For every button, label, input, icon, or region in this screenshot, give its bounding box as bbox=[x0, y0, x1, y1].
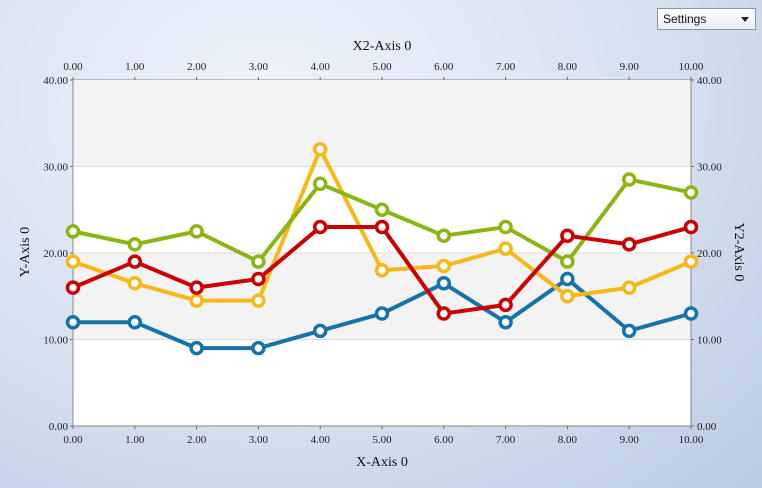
settings-dropdown[interactable]: Settings bbox=[657, 8, 756, 30]
y2-tick-label: 30.00 bbox=[697, 162, 722, 174]
series-1-point bbox=[436, 258, 452, 274]
series-0-point bbox=[312, 323, 328, 339]
series-3-point bbox=[621, 237, 637, 252]
x2-tick-label: 2.00 bbox=[187, 61, 207, 73]
x-tick-label: 0.00 bbox=[63, 434, 83, 446]
series-0-point bbox=[560, 271, 575, 287]
series-3-point bbox=[374, 219, 390, 235]
y2-tick-label: 20.00 bbox=[697, 248, 722, 260]
series-1-point bbox=[189, 293, 204, 308]
y-tick-label: 20.00 bbox=[43, 248, 68, 260]
series-2-point bbox=[498, 219, 513, 235]
series-3-point bbox=[312, 219, 328, 235]
series-3-point bbox=[189, 280, 204, 295]
x-axis-title: X-Axis 0 bbox=[356, 455, 408, 470]
series-0-point bbox=[127, 314, 143, 330]
x-tick-label: 1.00 bbox=[125, 434, 145, 446]
series-0-point bbox=[498, 314, 513, 330]
x2-tick-label: 6.00 bbox=[434, 61, 454, 73]
y-tick-label: 10.00 bbox=[43, 335, 68, 347]
x-tick-label: 2.00 bbox=[187, 434, 207, 446]
series-2-point bbox=[683, 185, 699, 200]
series-3-point bbox=[436, 306, 452, 321]
series-1-point bbox=[621, 280, 637, 295]
settings-label: Settings bbox=[663, 12, 707, 26]
y2-tick-label: 10.00 bbox=[697, 335, 722, 347]
x2-tick-label: 4.00 bbox=[311, 61, 331, 73]
series-3-point bbox=[251, 271, 266, 287]
series-0-point bbox=[65, 314, 81, 330]
series-1-point bbox=[65, 254, 81, 269]
series-2-point bbox=[436, 228, 452, 243]
series-2-point bbox=[621, 172, 637, 187]
series-1-point bbox=[683, 254, 699, 269]
series-3-point bbox=[127, 254, 143, 269]
series-0-point bbox=[436, 276, 452, 291]
series-1-point bbox=[498, 241, 513, 256]
chevron-down-icon bbox=[741, 17, 749, 22]
series-3-point bbox=[560, 228, 575, 243]
series-points bbox=[65, 141, 699, 356]
y-axis-title: Y-Axis 0 bbox=[18, 227, 33, 277]
x-tick-label: 3.00 bbox=[249, 434, 269, 446]
y2-tick-label: 0.00 bbox=[697, 421, 717, 433]
y-tick-label: 40.00 bbox=[43, 75, 68, 87]
x2-tick-label: 5.00 bbox=[372, 61, 392, 73]
x2-axis-title: X2-Axis 0 bbox=[353, 39, 412, 54]
series-0-point bbox=[374, 306, 390, 321]
series-2-point bbox=[127, 237, 143, 252]
series-2-point bbox=[560, 254, 575, 269]
series-3-point bbox=[498, 297, 513, 313]
x-tick-label: 8.00 bbox=[558, 434, 578, 446]
series-1-point bbox=[560, 289, 575, 304]
series-0-point bbox=[683, 306, 699, 321]
x-tick-label: 9.00 bbox=[620, 434, 640, 446]
series-1-point bbox=[374, 263, 390, 278]
x-tick-label: 7.00 bbox=[496, 434, 516, 446]
series-0-point bbox=[621, 323, 637, 339]
x2-tick-label: 10.00 bbox=[679, 61, 704, 73]
plot-band-1 bbox=[73, 80, 691, 167]
series-1-point bbox=[251, 293, 266, 308]
series-3-point bbox=[65, 280, 81, 295]
series-2-point bbox=[374, 202, 390, 217]
series-2-point bbox=[189, 224, 204, 239]
y-tick-label: 30.00 bbox=[43, 162, 68, 174]
series-2-point bbox=[312, 176, 328, 192]
x-tick-label: 5.00 bbox=[372, 434, 392, 446]
x2-tick-label: 1.00 bbox=[125, 61, 145, 73]
series-0-point bbox=[251, 340, 266, 356]
x2-tick-label: 3.00 bbox=[249, 61, 269, 73]
series-1-point bbox=[127, 276, 143, 291]
series-2-point bbox=[251, 254, 266, 269]
series-1-point bbox=[312, 141, 328, 157]
x-tick-label: 4.00 bbox=[311, 434, 331, 446]
x2-tick-label: 7.00 bbox=[496, 61, 516, 73]
y-tick-label: 0.00 bbox=[49, 421, 69, 433]
series-3-point bbox=[683, 219, 699, 235]
x-tick-label: 10.00 bbox=[679, 434, 704, 446]
x2-tick-label: 8.00 bbox=[558, 61, 578, 73]
x2-tick-label: 0.00 bbox=[63, 61, 83, 73]
series-0-point bbox=[189, 340, 204, 356]
y2-axis-title: Y2-Axis 0 bbox=[731, 223, 746, 282]
x2-tick-label: 9.00 bbox=[620, 61, 640, 73]
x-tick-label: 6.00 bbox=[434, 434, 454, 446]
y2-tick-label: 40.00 bbox=[697, 75, 722, 87]
series-2-point bbox=[65, 224, 81, 239]
